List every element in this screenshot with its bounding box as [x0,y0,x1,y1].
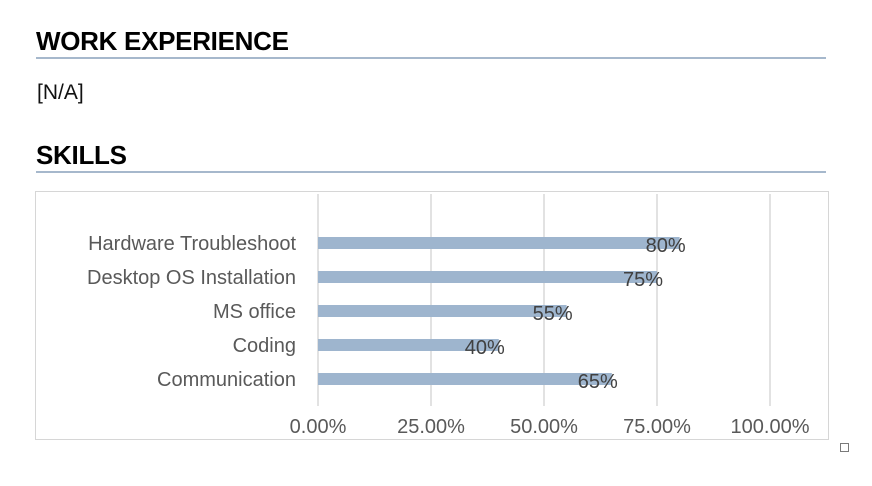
chart-resize-handle[interactable] [840,443,849,452]
category-label: MS office [213,301,296,323]
skills-chart[interactable]: 0.00% 25.00% 50.00% 75.00% 100.00% Hardware T… [35,191,829,440]
bar-3[interactable] [318,339,499,351]
category-label: Desktop OS Installation [87,267,296,289]
category-label: Communication [157,369,296,391]
bar-0[interactable] [318,237,680,249]
x-tick-label: 0.00% [290,416,347,438]
x-tick-label: 75.00% [623,416,691,438]
data-label: 75% [623,269,663,291]
data-label: 80% [646,235,686,257]
data-label: 65% [578,371,618,393]
work-experience-text: [N/A] [37,81,84,104]
data-label: 55% [533,303,573,325]
data-label: 40% [465,337,505,359]
bar-1[interactable] [318,271,657,283]
x-tick-label: 25.00% [397,416,465,438]
x-tick-label: 100.00% [731,416,810,438]
skills-chart-svg: 0.00% 25.00% 50.00% 75.00% 100.00% Hardware T… [87,194,810,438]
category-label: Hardware Troubleshoot [88,233,296,255]
x-tick-label: 50.00% [510,416,578,438]
bar-2[interactable] [318,305,567,317]
skills-heading: SKILLS [36,140,826,173]
work-experience-heading: WORK EXPERIENCE [36,26,826,59]
bar-4[interactable] [318,373,612,385]
category-label: Coding [233,335,296,357]
